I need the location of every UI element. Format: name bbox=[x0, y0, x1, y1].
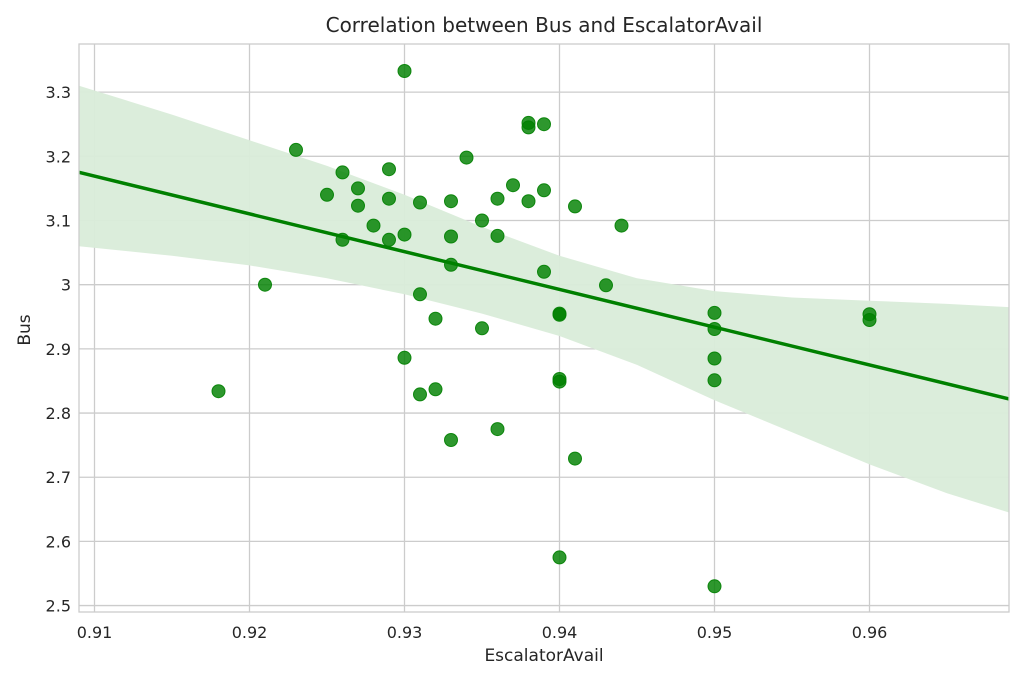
x-tick-label: 0.93 bbox=[387, 623, 423, 642]
regression-line bbox=[78, 170, 1010, 401]
y-tick-label: 3 bbox=[61, 276, 71, 295]
data-point bbox=[351, 181, 365, 196]
data-point bbox=[258, 277, 272, 292]
data-point bbox=[707, 579, 722, 594]
data-point bbox=[382, 162, 396, 177]
data-point bbox=[552, 307, 567, 322]
data-point bbox=[490, 422, 505, 437]
data-point bbox=[413, 287, 427, 302]
y-tick-label: 2.9 bbox=[46, 340, 71, 359]
data-point bbox=[211, 384, 226, 399]
y-axis-label: Bus bbox=[15, 314, 35, 345]
data-point bbox=[568, 199, 582, 214]
data-point bbox=[552, 374, 567, 389]
y-tick-label: 2.5 bbox=[46, 597, 71, 616]
data-point bbox=[413, 195, 427, 210]
data-point bbox=[289, 142, 303, 157]
data-point bbox=[490, 191, 505, 206]
data-point bbox=[428, 382, 443, 397]
data-point bbox=[320, 187, 334, 202]
data-point bbox=[444, 194, 458, 209]
data-point bbox=[521, 194, 536, 209]
data-point bbox=[475, 321, 489, 336]
data-point bbox=[599, 278, 613, 293]
plot-frame bbox=[78, 43, 1010, 613]
data-point bbox=[707, 373, 722, 388]
data-point bbox=[537, 264, 551, 279]
data-point bbox=[351, 198, 365, 213]
data-point bbox=[707, 351, 722, 366]
y-tick-label: 3.2 bbox=[46, 147, 71, 166]
x-tick-label: 0.91 bbox=[77, 623, 113, 642]
data-point bbox=[568, 451, 582, 466]
data-point bbox=[475, 213, 489, 228]
y-tick-label: 3.3 bbox=[46, 83, 71, 102]
data-point bbox=[537, 117, 551, 132]
data-point bbox=[413, 387, 427, 402]
data-point bbox=[552, 550, 567, 565]
x-tick-label: 0.94 bbox=[542, 623, 578, 642]
data-point bbox=[397, 64, 412, 78]
y-tick-label: 2.6 bbox=[46, 532, 71, 551]
data-points bbox=[211, 64, 877, 594]
data-point bbox=[382, 232, 396, 247]
data-point bbox=[707, 305, 722, 320]
data-point bbox=[444, 433, 458, 447]
data-point bbox=[382, 191, 396, 206]
data-point bbox=[444, 229, 458, 244]
y-tick-label: 2.7 bbox=[46, 468, 71, 487]
y-tick-labels: 2.5 2.6 2.7 2.8 2.9 3 3.1 3.2 3.3 bbox=[46, 83, 71, 615]
data-point bbox=[862, 313, 877, 327]
data-point bbox=[459, 150, 474, 165]
x-tick-labels: 0.91 0.92 0.93 0.94 0.95 0.96 bbox=[77, 623, 888, 642]
data-point bbox=[506, 178, 520, 193]
confidence-band bbox=[79, 85, 1009, 513]
x-tick-label: 0.95 bbox=[697, 623, 733, 642]
chart-title: Correlation between Bus and EscalatorAva… bbox=[326, 13, 763, 37]
data-point bbox=[537, 183, 551, 198]
y-tick-label: 2.8 bbox=[46, 404, 71, 423]
data-point bbox=[521, 120, 536, 135]
data-point bbox=[428, 311, 443, 326]
data-point bbox=[490, 228, 505, 243]
x-tick-label: 0.92 bbox=[232, 623, 268, 642]
data-point bbox=[335, 165, 350, 180]
data-point bbox=[397, 227, 412, 242]
x-tick-label: 0.96 bbox=[852, 623, 888, 642]
data-point bbox=[614, 218, 629, 233]
data-point bbox=[366, 218, 381, 233]
x-axis-label: EscalatorAvail bbox=[484, 646, 603, 666]
data-point bbox=[397, 350, 412, 365]
y-tick-label: 3.1 bbox=[46, 211, 71, 230]
